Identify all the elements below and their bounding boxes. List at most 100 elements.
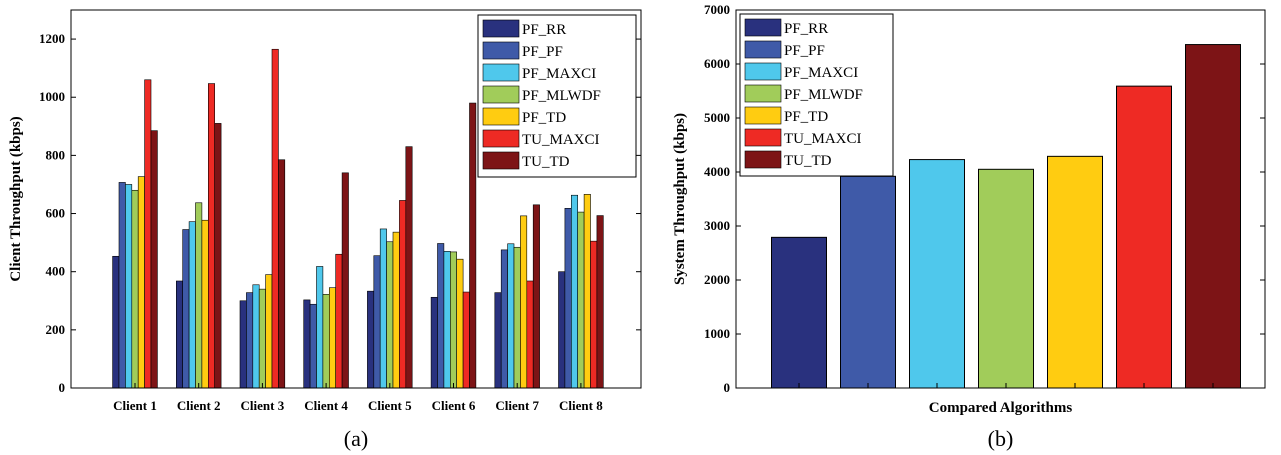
y-tick-label: 1000 xyxy=(39,89,65,104)
bar-tu-td xyxy=(469,102,477,389)
y-tick-label: 0 xyxy=(724,380,731,395)
bar-pf-mlwdf xyxy=(513,246,521,389)
legend-label: PF_MLWDF xyxy=(522,88,601,104)
x-tick-label: Client 8 xyxy=(559,398,603,413)
bar-tu-maxci xyxy=(335,253,343,389)
x-tick-label: Client 1 xyxy=(113,398,157,413)
legend-label: PF_RR xyxy=(522,22,566,38)
bar-tu-td xyxy=(278,159,286,389)
bar-pf-maxci xyxy=(252,284,260,389)
panel-label: (b) xyxy=(988,426,1014,451)
bar-pf-maxci xyxy=(379,228,387,389)
bar-pf-pf xyxy=(309,303,317,389)
legend-label: PF_RR xyxy=(784,21,828,37)
bar-pf-td xyxy=(392,231,400,389)
bar-pf-maxci xyxy=(443,251,451,389)
legend-swatch xyxy=(482,19,520,38)
bar-tu-maxci xyxy=(399,200,407,389)
bar-tu-td xyxy=(405,146,413,389)
bar-pf-pf xyxy=(500,249,508,389)
bar-pf-td xyxy=(520,215,528,389)
legend-swatch xyxy=(744,62,782,81)
y-tick-label: 4000 xyxy=(704,164,730,179)
bar-pf-mlwdf xyxy=(978,168,1034,389)
x-tick-label: Client 2 xyxy=(177,398,221,413)
bar-pf-maxci xyxy=(316,266,324,389)
legend-swatch xyxy=(482,85,520,104)
x-tick-label: Client 4 xyxy=(304,398,348,413)
bar-pf-pf xyxy=(246,292,254,389)
bar-pf-maxci xyxy=(570,194,578,389)
bar-pf-pf xyxy=(840,175,896,389)
y-tick-label: 0 xyxy=(59,380,66,395)
y-tick-label: 3000 xyxy=(704,218,730,233)
bar-pf-td xyxy=(583,194,591,389)
bar-tu-maxci xyxy=(144,79,152,389)
bar-tu-td xyxy=(341,172,349,389)
bar-pf-mlwdf xyxy=(577,211,585,389)
legend-swatch xyxy=(744,150,782,169)
y-tick-label: 600 xyxy=(46,206,66,221)
bar-pf-rr xyxy=(176,280,184,389)
bar-pf-maxci xyxy=(909,159,965,389)
legend-label: PF_PF xyxy=(784,43,825,59)
legend-label: TU_MAXCI xyxy=(522,132,600,148)
legend-label: PF_TD xyxy=(522,110,566,126)
bar-tu-maxci xyxy=(590,240,598,389)
bar-tu-td xyxy=(596,215,604,389)
bar-pf-td xyxy=(265,274,273,389)
bar-pf-rr xyxy=(558,271,566,389)
client-throughput-chart: 0 200 400 600 800 1000 1200 Client 1 Client 2 Cli… xyxy=(8,9,642,451)
bar-pf-mlwdf xyxy=(322,294,330,389)
legend-swatch xyxy=(482,129,520,148)
bar-tu-td xyxy=(532,204,540,389)
bar-pf-pf xyxy=(437,243,445,389)
bar-tu-td xyxy=(1185,44,1241,389)
legend-label: PF_MAXCI xyxy=(784,65,858,81)
legend-swatch xyxy=(744,106,782,125)
legend: PF_RR PF_PF PF_MAXCI PF_MLWDF PF_TD TU_MAXCI T… xyxy=(477,14,637,178)
legend-swatch xyxy=(482,41,520,60)
bar-pf-maxci xyxy=(125,184,133,389)
legend-swatch xyxy=(744,18,782,37)
bar-pf-pf xyxy=(373,255,381,389)
y-tick-label: 1000 xyxy=(704,326,730,341)
bar-pf-mlwdf xyxy=(131,189,139,389)
bar-pf-rr xyxy=(430,296,438,389)
legend-label: TU_MAXCI xyxy=(784,131,862,147)
y-tick-label: 400 xyxy=(46,264,66,279)
bar-pf-maxci xyxy=(188,221,196,389)
bar-tu-td xyxy=(150,130,158,389)
x-tick-label: Client 6 xyxy=(432,398,476,413)
bar-pf-rr xyxy=(112,255,120,389)
legend-label: PF_MLWDF xyxy=(784,87,863,103)
bar-pf-rr xyxy=(494,292,502,389)
bar-pf-pf xyxy=(182,229,190,389)
legend-swatch xyxy=(482,151,520,170)
bar-pf-rr xyxy=(303,299,311,389)
bar-pf-maxci xyxy=(507,243,515,389)
legend-swatch xyxy=(482,107,520,126)
y-tick-label: 2000 xyxy=(704,272,730,287)
bar-pf-td xyxy=(328,287,336,389)
y-tick-label: 5000 xyxy=(704,110,730,125)
x-tick-label: Client 5 xyxy=(368,398,412,413)
y-tick-label: 1200 xyxy=(39,31,65,46)
bar-pf-td xyxy=(1047,155,1103,389)
bar-pf-mlwdf xyxy=(195,202,203,389)
bar-pf-rr xyxy=(771,236,827,389)
legend-label: PF_PF xyxy=(522,44,563,60)
bar-pf-mlwdf xyxy=(386,241,394,389)
legend-swatch xyxy=(744,128,782,147)
legend-swatch xyxy=(744,84,782,103)
bar-pf-rr xyxy=(367,290,375,389)
plot-frame xyxy=(735,9,1266,389)
legend-swatch xyxy=(744,40,782,59)
x-tick-label: Client 7 xyxy=(495,398,539,413)
legend: PF_RR PF_PF PF_MAXCI PF_MLWDF PF_TD TU_MAXCI T… xyxy=(739,13,894,177)
y-axis-label: Client Throughput (kbps) xyxy=(8,116,24,281)
bar-tu-maxci xyxy=(1116,85,1172,389)
legend-label: PF_MAXCI xyxy=(522,66,596,82)
x-axis-label: Compared Algorithms xyxy=(929,400,1073,416)
